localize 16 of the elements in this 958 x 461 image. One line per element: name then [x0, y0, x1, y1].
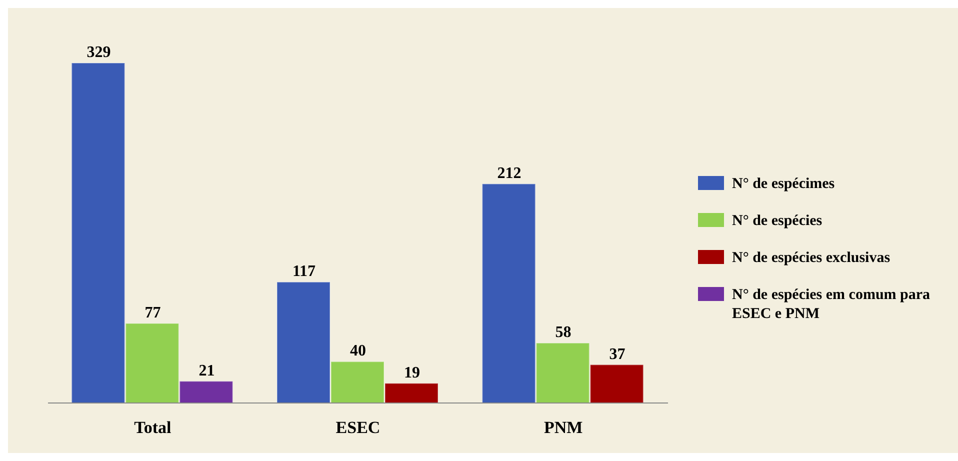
data-label: 212 — [497, 164, 522, 182]
data-label: 19 — [404, 364, 420, 382]
x-tick-label: PNM — [544, 418, 583, 437]
x-tick-label: ESEC — [336, 418, 380, 437]
data-label: 37 — [609, 346, 626, 363]
data-label: 21 — [198, 362, 215, 380]
data-label: 58 — [555, 324, 572, 342]
data-label: 117 — [292, 263, 316, 280]
data-label: 77 — [144, 304, 161, 322]
data-label: 40 — [350, 342, 366, 360]
x-tick-label: Total — [134, 418, 172, 437]
legend-label: N° de espécimes — [732, 176, 835, 192]
legend-label: N° de espécies em comum para ESEC e PNM — [732, 287, 931, 322]
legend-label: N° de espécies exclusivas — [732, 250, 890, 266]
data-label: 329 — [86, 44, 111, 61]
legend-label: N° de espécies — [732, 213, 822, 229]
